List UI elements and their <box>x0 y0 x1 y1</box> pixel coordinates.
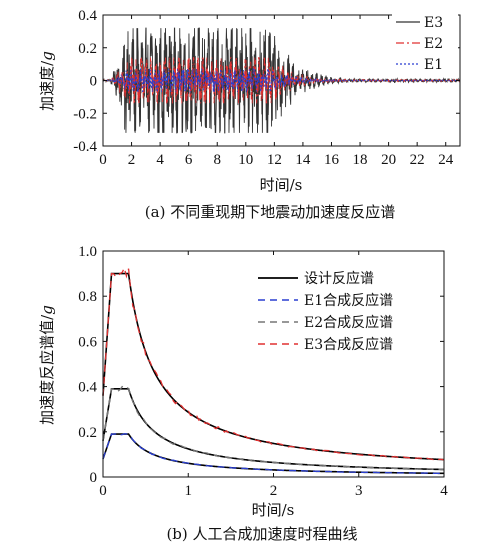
panel-b-ytick-label: 0.6 <box>78 334 97 350</box>
panel-a-xtick-label: 22 <box>410 152 425 168</box>
panel-a-ytick-label: 0 <box>90 74 98 90</box>
panel-b-ylabel-unit: g <box>38 305 56 315</box>
panel-a-xtick-label: 14 <box>295 152 311 168</box>
panel-a-ylabel-unit: g <box>38 51 56 61</box>
panel-a-legend-label-e1: E1 <box>424 57 443 73</box>
panel-b-ytick-label: 0.8 <box>78 289 97 305</box>
panel-b-ylabel-text: 加速度反应谱值/ <box>38 314 56 425</box>
panel-b-caption: (b) 人工合成加速度时程曲线 <box>166 525 357 543</box>
panel-b-design-spectrum-e3 <box>102 272 445 461</box>
panel-a-ytick-label: -0.2 <box>73 106 97 122</box>
panel-a-ytick-label: 0.2 <box>78 41 97 57</box>
panel-b-xlabel: 时间/s <box>252 501 295 519</box>
panel-a-xtick-label: 10 <box>238 152 253 168</box>
panel-b-ytick-label: 0.2 <box>78 425 97 441</box>
panel-b-legend-label-3: E3合成反应谱 <box>304 336 393 353</box>
panel-a-xtick-label: 24 <box>438 152 454 168</box>
panel-b-legend-label-1: E1合成反应谱 <box>304 292 393 309</box>
panel-b-ylabel: 加速度反应谱值/g <box>38 305 56 425</box>
panel-a-xtick-label: 18 <box>353 152 368 168</box>
panel-b-ytick-label: 0.4 <box>78 380 97 396</box>
panel-b-legend-label-2: E2合成反应谱 <box>304 314 393 331</box>
panel-b-ytick-label: 0 <box>90 470 98 486</box>
panel-a-ylabel: 加速度/g <box>38 51 56 111</box>
panel-b-synthetic-spectrum-e1 <box>102 432 445 475</box>
panel-a-legend: E3 E2 E1 <box>392 12 458 74</box>
panel-a-series-e2 <box>102 57 461 105</box>
panel-b-xtick-label: 2 <box>270 483 278 499</box>
panel-a-xtick-label: 6 <box>185 152 193 168</box>
panel-b-ticks: 0 1 2 3 4 0 0.2 0.4 0.6 0.8 1.0 <box>78 244 448 499</box>
panel-b-legend-label-0: 设计反应谱 <box>304 270 374 287</box>
panel-b-synthetic-spectrum-e2 <box>102 385 445 471</box>
panel-b-ytick-label: 1.0 <box>78 244 97 260</box>
panel-a-ytick-label: -0.4 <box>73 139 97 155</box>
panel-a-caption: (a) 不同重现期下地震动加速度反应谱 <box>145 203 395 221</box>
panel-a-ylabel-text: 加速度/ <box>38 60 56 111</box>
panel-a-xtick-label: 20 <box>381 152 396 168</box>
panel-b-xtick-label: 3 <box>355 483 363 499</box>
panel-b-xtick-label: 1 <box>185 483 193 499</box>
panel-b-response-spectra: 0 1 2 3 4 0 0.2 0.4 0.6 0.8 1.0 加速度反应谱值/g 时间/s (b)… <box>38 244 448 543</box>
panel-a-xtick-label: 2 <box>128 152 136 168</box>
panel-a-xlabel: 时间/s <box>260 176 303 194</box>
panel-a-xtick-label: 12 <box>267 152 282 168</box>
panel-a-time-history: 0 2 4 6 8 10 12 14 16 18 20 22 24-0.4-0.200.20.4 加速度… <box>38 8 461 221</box>
panel-a-series-e3 <box>102 27 461 134</box>
panel-a-xtick-label: 16 <box>324 152 340 168</box>
panel-b-xtick-label: 0 <box>99 483 107 499</box>
panel-a-xtick-label: 0 <box>99 152 107 168</box>
panel-a-legend-label-e2: E2 <box>424 36 443 52</box>
panel-b-xtick-label: 4 <box>440 483 448 499</box>
panel-b-legend: 设计反应谱 E1合成反应谱 E2合成反应谱 E3合成反应谱 <box>258 270 393 353</box>
panel-a-xtick-label: 8 <box>213 152 221 168</box>
panel-a-ytick-label: 0.4 <box>78 8 97 24</box>
panel-a-series-group <box>102 27 461 134</box>
panel-a-ticks: 0 2 4 6 8 10 12 14 16 18 20 22 24-0.4-0.200.20.4 <box>73 8 460 168</box>
panel-a-legend-label-e3: E3 <box>424 15 443 31</box>
panel-b-series-group <box>102 266 445 475</box>
panel-a-xtick-label: 4 <box>156 152 164 168</box>
